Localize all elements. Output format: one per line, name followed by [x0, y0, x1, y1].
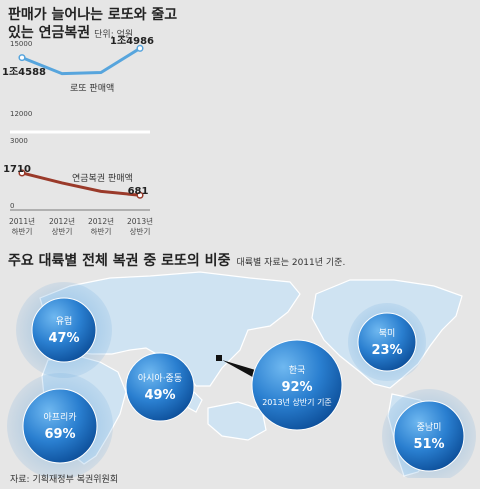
- x-tick-line: 하반기: [12, 226, 33, 236]
- bubble-value-label: 69%: [44, 427, 75, 442]
- x-tick-label: 2013년 상반기: [127, 216, 153, 236]
- x-tick-line: 2012년: [49, 216, 75, 226]
- bubble-category-label: 유럽: [56, 316, 73, 327]
- data-label: 681: [128, 186, 149, 197]
- korea-marker: [216, 355, 222, 361]
- y-tick-label: 12000: [10, 110, 32, 118]
- map-title: 주요 대륙별 전체 복권 중 로또의 비중 대륙별 자료는 2011년 기준.: [8, 250, 345, 270]
- series-line: [21, 47, 141, 76]
- series-endpoint: [136, 44, 144, 52]
- x-tick-line: 하반기: [91, 226, 112, 236]
- source-note: 자료: 기획재정부 복권위원회: [10, 475, 119, 485]
- map-note: 대륙별 자료는 2011년 기준.: [236, 258, 346, 268]
- series-name-label: 로또 판매액: [70, 82, 114, 94]
- x-tick-line: 2012년: [88, 216, 114, 226]
- bubble-category-label: 한국: [289, 365, 306, 376]
- x-tick-line: 2011년: [9, 216, 35, 226]
- title-line-2: 있는 연금복권 단위: 억원: [8, 24, 177, 44]
- chart-frame: [10, 130, 150, 211]
- unit-label: 단위: 억원: [94, 30, 134, 40]
- x-tick-label: 2012년 상반기: [49, 216, 75, 236]
- series-endpoint: [18, 54, 26, 62]
- x-tick-label: 2012년 하반기: [88, 216, 114, 236]
- bubble: [251, 339, 343, 431]
- map-title-text: 주요 대륙별 전체 복권 중 로또의 비중: [8, 253, 231, 269]
- data-label: 1710: [3, 164, 31, 175]
- bubble-category-label: 아시아·중동: [138, 373, 182, 384]
- x-tick-label: 2011년 하반기: [9, 216, 35, 236]
- continent-oceania: [207, 401, 267, 441]
- bubble: [125, 352, 195, 422]
- chart-title: 판매가 늘어나는 로또와 줄고 있는 연금복권 단위: 억원: [8, 6, 177, 44]
- bubble-category-label: 북미: [379, 328, 396, 339]
- series-name-label: 연금복권 판매액: [72, 172, 133, 184]
- series-line: [21, 171, 141, 197]
- bubble-value-label: 23%: [371, 343, 402, 358]
- x-tick-line: 상반기: [52, 226, 73, 236]
- series-endpoint: [18, 169, 26, 177]
- data-label: 1조4588: [2, 66, 46, 78]
- bubble-category-label: 아프리카: [43, 412, 76, 423]
- bubble-value-label: 47%: [48, 331, 79, 346]
- title-line-2-text: 있는 연금복권: [8, 25, 91, 41]
- x-tick-line: 상반기: [130, 226, 151, 236]
- bubble: [22, 388, 98, 464]
- bubble: [31, 297, 97, 363]
- x-tick-line: 2013년: [127, 216, 153, 226]
- y-tick-label: 3000: [10, 137, 28, 145]
- bubble: [393, 400, 465, 472]
- data-label: 1조4986: [110, 35, 154, 47]
- bubble: [357, 312, 417, 372]
- world-map: 유럽 47% 아프리카 69% 아시아·중동 49% 한국 92% 2013년 상반기 기준 북미…: [7, 271, 476, 478]
- bubble-category-label: 중남미: [417, 422, 442, 433]
- y-tick-label: 0: [10, 202, 14, 210]
- title-line-1: 판매가 늘어나는 로또와 줄고: [8, 7, 178, 23]
- bubble-value-label: 49%: [144, 388, 175, 403]
- bubble-value-label: 51%: [413, 437, 444, 452]
- series-endpoint: [136, 191, 144, 199]
- korea-pointer: [222, 360, 262, 380]
- y-tick-label: 15000: [10, 40, 32, 48]
- bubble-sublabel: 2013년 상반기 기준: [262, 397, 332, 407]
- bubble-value-label: 92%: [281, 380, 312, 395]
- line-chart: 15000 12000 1조4588 1조4986 로또 판매액 3000 0 1710 681…: [2, 35, 154, 236]
